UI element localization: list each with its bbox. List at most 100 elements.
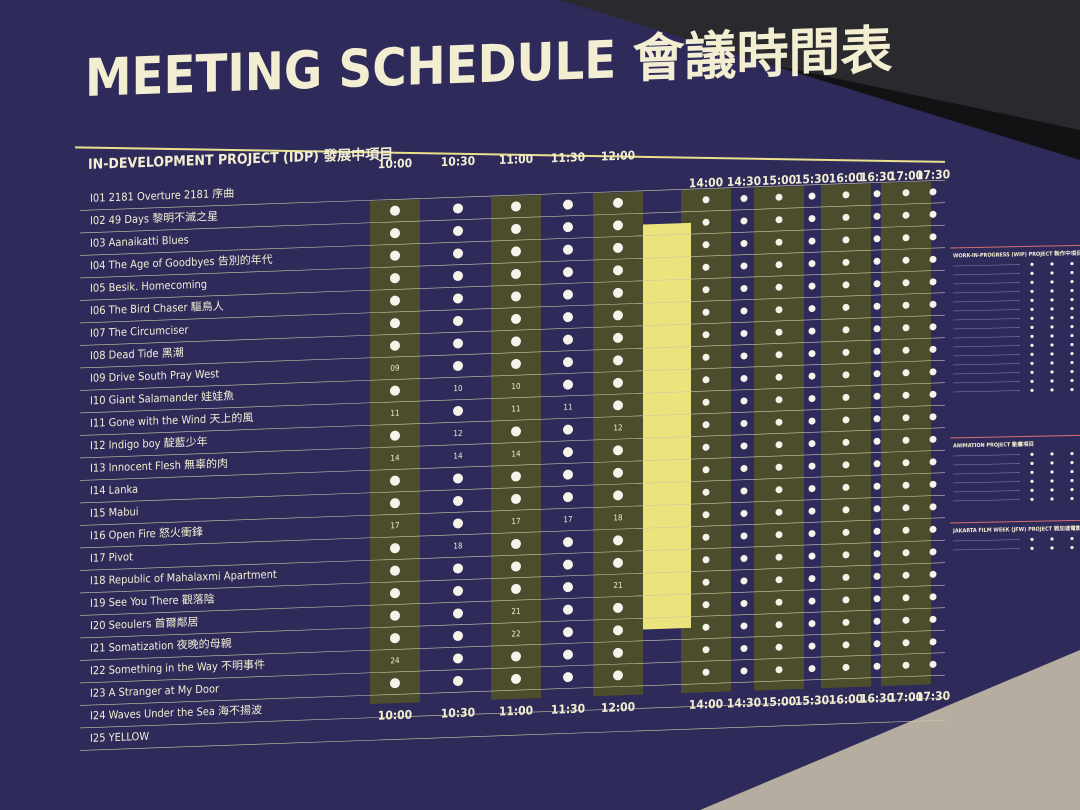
time-header: 14:00 xyxy=(689,175,723,190)
slot-dot xyxy=(702,421,710,429)
slot-dot xyxy=(808,395,816,403)
side-row xyxy=(953,539,1020,542)
row-rule xyxy=(80,539,945,571)
slot-dot xyxy=(740,644,748,652)
slot-dot xyxy=(453,585,463,596)
slot-dot xyxy=(740,667,748,675)
slot-dot xyxy=(390,318,400,329)
column-band xyxy=(593,191,643,697)
slot-dot xyxy=(453,563,463,574)
slot-dot xyxy=(613,535,623,546)
slot-dot xyxy=(775,463,783,471)
slot-dot xyxy=(929,255,937,263)
slot-dot xyxy=(563,244,573,255)
slot-dot xyxy=(929,413,937,421)
slot-dot xyxy=(613,197,623,208)
slot-dot xyxy=(808,440,816,448)
slot-dot xyxy=(775,553,783,561)
slot-number: 11 xyxy=(563,402,572,411)
project-name: I14 Lanka xyxy=(90,483,138,498)
slot-number: 14 xyxy=(453,451,463,460)
project-name: I09 Drive South Pray West xyxy=(90,367,219,385)
slot-dot xyxy=(453,630,463,641)
slot-dot xyxy=(873,370,881,378)
slot-dot xyxy=(902,571,910,579)
side-dot xyxy=(1030,452,1034,456)
slot-dot xyxy=(453,495,463,506)
side-dot xyxy=(1050,361,1054,365)
project-name: I03 Aanaikatti Blues xyxy=(90,233,189,249)
slot-dot xyxy=(775,486,783,494)
side-row xyxy=(953,363,1020,366)
slot-dot xyxy=(563,537,573,548)
side-dot xyxy=(1070,261,1074,266)
slot-dot xyxy=(702,623,710,631)
side-dot xyxy=(1070,460,1074,465)
slot-dot xyxy=(613,445,623,456)
slot-dot xyxy=(702,286,710,294)
slot-dot xyxy=(902,459,910,467)
side-row xyxy=(953,499,1020,502)
side-dot xyxy=(1030,479,1034,483)
slot-dot xyxy=(842,528,850,536)
slot-dot xyxy=(929,480,937,488)
row-rule xyxy=(80,719,945,751)
row-rule xyxy=(80,517,945,549)
slot-dot xyxy=(563,267,573,278)
slot-dot xyxy=(702,308,710,316)
side-dot xyxy=(1050,388,1054,392)
time-header: 11:00 xyxy=(499,152,533,167)
side-row xyxy=(953,463,1020,466)
slot-dot xyxy=(902,616,910,624)
side-row xyxy=(953,264,1020,267)
slot-dot xyxy=(902,481,910,489)
slot-dot xyxy=(873,347,881,355)
slot-dot xyxy=(702,533,710,541)
slot-dot xyxy=(775,328,783,336)
side-dot xyxy=(1030,298,1034,302)
side-dot xyxy=(1050,298,1054,302)
side-dot xyxy=(1030,307,1034,311)
slot-dot xyxy=(873,595,881,603)
slot-dot xyxy=(740,239,748,247)
column-band xyxy=(881,181,931,687)
slot-dot xyxy=(453,653,463,664)
time-footer: 14:00 xyxy=(689,697,723,712)
side-dot xyxy=(1070,478,1074,483)
side-dot xyxy=(1050,271,1054,275)
slot-dot xyxy=(842,663,850,671)
row-rule xyxy=(80,359,945,391)
slot-dot xyxy=(702,218,710,226)
slot-dot xyxy=(873,482,881,490)
time-header: 10:00 xyxy=(378,156,412,171)
slot-dot xyxy=(702,578,710,586)
slot-number: 09 xyxy=(390,364,400,373)
project-name: I12 Indigo boy 靛藍少年 xyxy=(90,434,208,452)
row-rule xyxy=(80,584,945,616)
slot-number: 11 xyxy=(390,409,399,418)
slot-dot xyxy=(613,265,623,276)
side-dot xyxy=(1070,315,1074,320)
slot-dot xyxy=(702,398,710,406)
slot-dot xyxy=(390,250,400,261)
slot-dot xyxy=(390,498,400,509)
slot-number: 10 xyxy=(511,382,521,391)
slot-dot xyxy=(873,280,881,288)
project-name: I05 Besik. Homecoming xyxy=(90,278,207,295)
slot-dot xyxy=(808,462,816,470)
slot-dot xyxy=(775,441,783,449)
side-dot xyxy=(1030,352,1034,356)
slot-dot xyxy=(842,506,850,514)
column-band xyxy=(754,185,804,691)
side-dot xyxy=(1050,325,1054,329)
slot-number: 11 xyxy=(511,404,520,413)
side-row xyxy=(953,481,1020,484)
slot-dot xyxy=(613,310,623,321)
side-dot xyxy=(1070,387,1074,392)
side-dot xyxy=(1050,479,1054,483)
side-dot xyxy=(1030,343,1034,347)
slot-dot xyxy=(563,222,573,233)
slot-dot xyxy=(842,213,850,221)
slot-dot xyxy=(842,416,850,424)
side-dot xyxy=(1050,379,1054,383)
